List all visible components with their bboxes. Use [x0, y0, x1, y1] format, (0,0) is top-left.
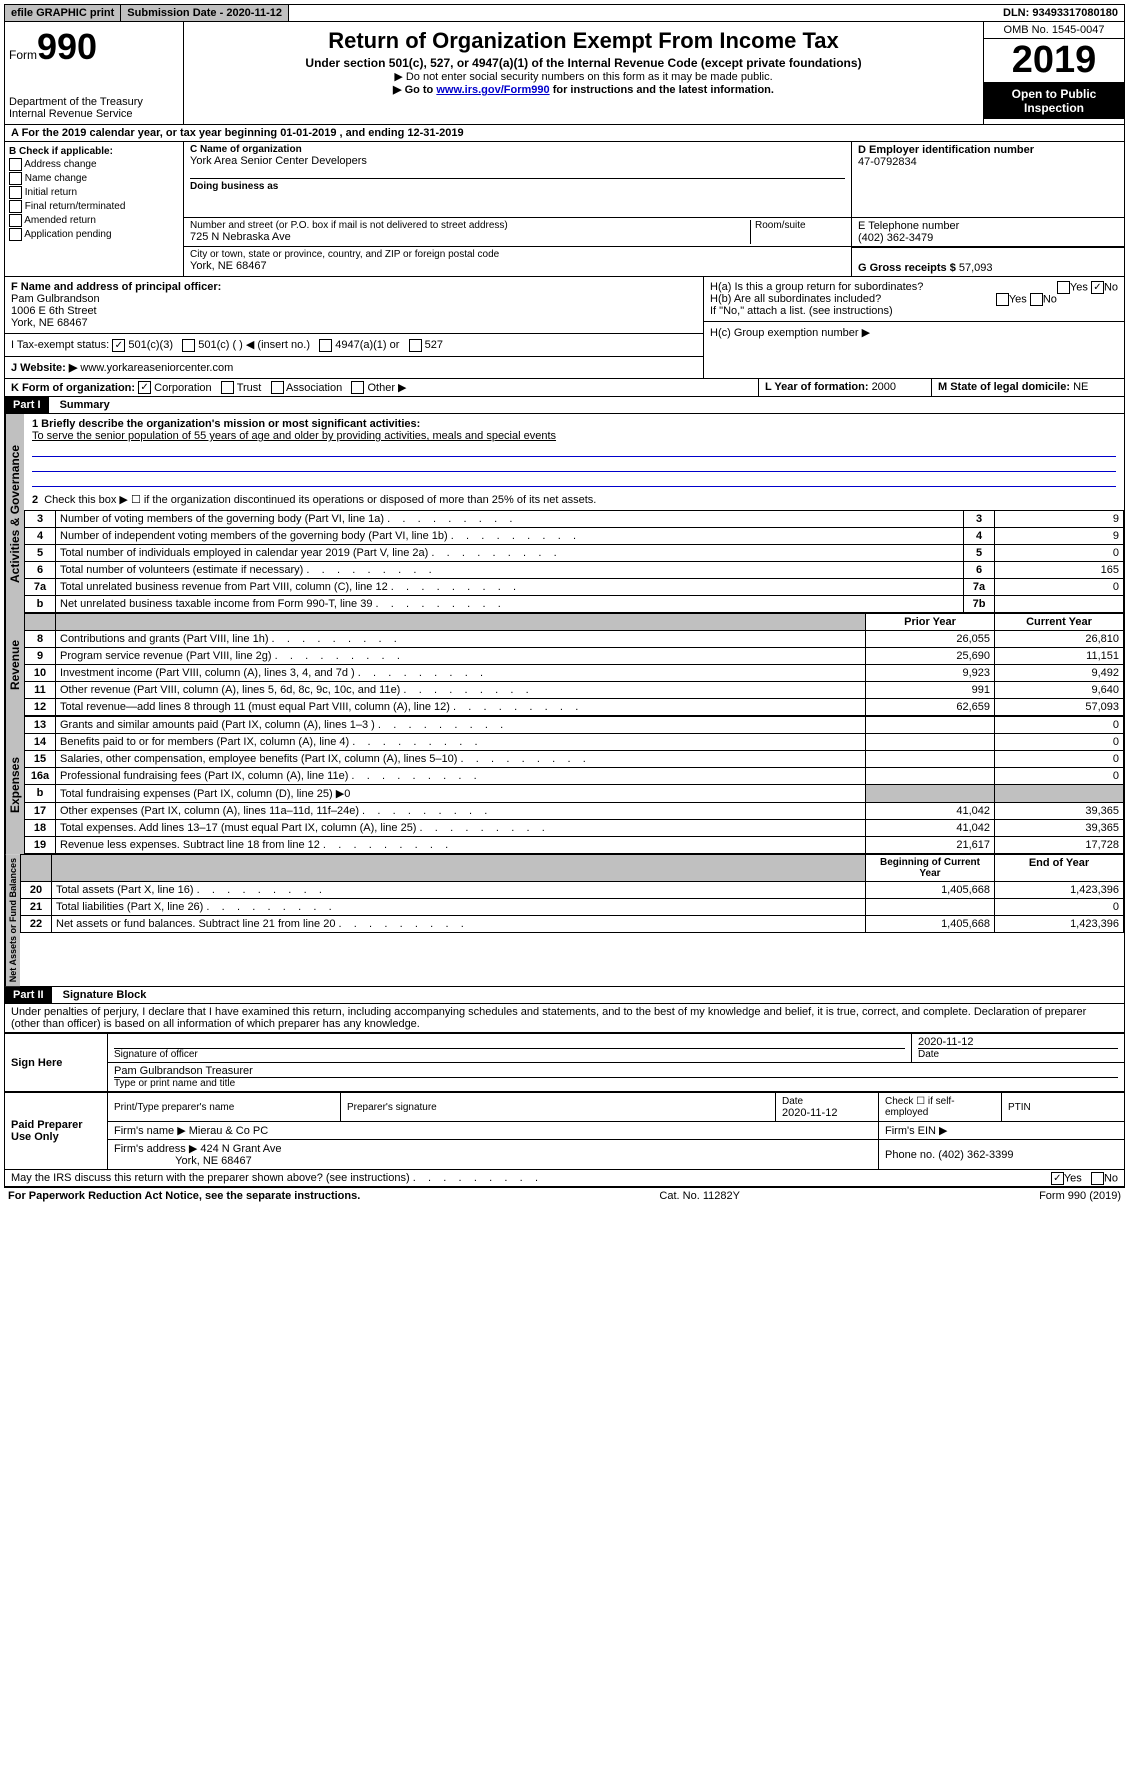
form-number: Form990	[9, 26, 179, 68]
discuss-row: May the IRS discuss this return with the…	[4, 1170, 1125, 1187]
gross-receipts: 57,093	[959, 262, 993, 274]
open-to-public: Open to Public Inspection	[984, 83, 1124, 119]
signature-table: Sign Here Signature of officer 2020-11-1…	[4, 1033, 1125, 1092]
tab-netassets: Net Assets or Fund Balances	[5, 854, 20, 986]
q1-label: 1 Briefly describe the organization's mi…	[32, 418, 420, 430]
submission-date: 2020-11-12	[226, 7, 282, 19]
mission-text: To serve the senior population of 55 yea…	[32, 430, 556, 442]
org-street: 725 N Nebraska Ave	[190, 231, 291, 243]
form-subtitle: Under section 501(c), 527, or 4947(a)(1)…	[188, 56, 979, 70]
fh-block: F Name and address of principal officer:…	[4, 277, 1125, 379]
table-revenue: Prior YearCurrent Year8Contributions and…	[24, 613, 1124, 716]
submission-label: Submission Date -	[127, 7, 226, 19]
tab-governance: Activities & Governance	[5, 414, 24, 613]
dept-treasury: Department of the Treasury Internal Reve…	[9, 96, 179, 120]
ein: 47-0792834	[858, 156, 917, 168]
page-footer: For Paperwork Reduction Act Notice, see …	[4, 1187, 1125, 1204]
declaration: Under penalties of perjury, I declare th…	[4, 1004, 1125, 1033]
part2-header: Part II Signature Block	[4, 987, 1125, 1004]
org-name: York Area Senior Center Developers	[190, 155, 367, 167]
irs-link[interactable]: www.irs.gov/Form990	[436, 84, 549, 96]
row-a-tax-year: A For the 2019 calendar year, or tax yea…	[4, 125, 1125, 142]
tab-revenue: Revenue	[5, 613, 24, 716]
form-header: Form990 Department of the Treasury Inter…	[4, 22, 1125, 125]
form-note2: ▶ Go to www.irs.gov/Form990 for instruct…	[188, 83, 979, 96]
tab-expenses: Expenses	[5, 716, 24, 854]
form-title: Return of Organization Exempt From Incom…	[188, 28, 979, 54]
paid-preparer: Paid Preparer Use Only	[5, 1093, 108, 1170]
part1-header: Part I Summary	[4, 397, 1125, 414]
website: www.yorkareaseniorcenter.com	[80, 362, 233, 374]
section-expenses: Expenses 13Grants and similar amounts pa…	[4, 716, 1125, 854]
section-revenue: Revenue Prior YearCurrent Year8Contribut…	[4, 613, 1125, 716]
table-expenses: 13Grants and similar amounts paid (Part …	[24, 716, 1124, 854]
efile-print-button[interactable]: efile GRAPHIC print	[5, 5, 121, 21]
table-netassets: Beginning of Current YearEnd of Year20To…	[20, 854, 1124, 933]
tax-year: 2019	[984, 39, 1124, 83]
section-governance: Activities & Governance 1 Briefly descri…	[4, 414, 1125, 613]
table-governance: 3Number of voting members of the governi…	[24, 510, 1124, 613]
omb-number: OMB No. 1545-0047	[984, 22, 1124, 39]
dln-cell: DLN: 93493317080180	[289, 5, 1124, 21]
top-bar: efile GRAPHIC print Submission Date - 20…	[4, 4, 1125, 22]
org-city: York, NE 68467	[190, 260, 267, 272]
org-phone: (402) 362-3479	[858, 232, 933, 244]
submission-date-button[interactable]: Submission Date - 2020-11-12	[121, 5, 289, 21]
klm-row: K Form of organization: ✓ Corporation Tr…	[4, 379, 1125, 398]
box-b: B Check if applicable: Address change Na…	[5, 142, 184, 276]
sign-here: Sign Here	[5, 1034, 108, 1092]
header-grid: B Check if applicable: Address change Na…	[4, 142, 1125, 277]
preparer-table: Paid Preparer Use Only Print/Type prepar…	[4, 1092, 1125, 1170]
section-netassets: Net Assets or Fund Balances Beginning of…	[4, 854, 1125, 987]
form-note1: ▶ Do not enter social security numbers o…	[188, 70, 979, 83]
